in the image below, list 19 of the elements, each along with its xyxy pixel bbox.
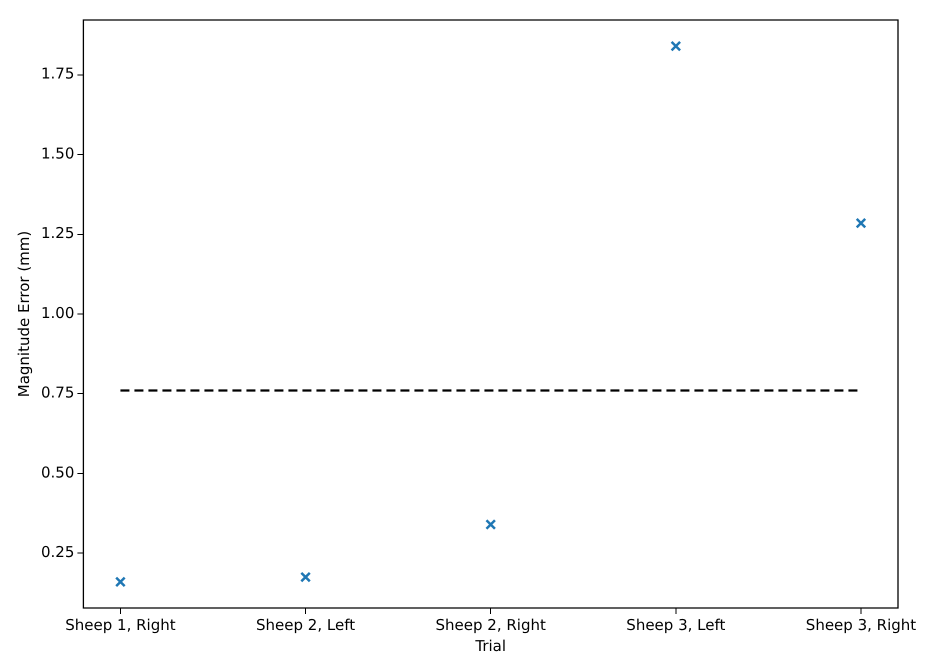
x-tick-label: Sheep 1, Right: [65, 616, 176, 634]
x-tick-label: Sheep 2, Left: [256, 616, 356, 634]
point: [485, 518, 496, 530]
point: [300, 572, 312, 583]
y-tick-label: 1.25: [40, 224, 74, 242]
y-axis-title: Magnitude Error (mm): [14, 230, 33, 398]
x-tick-label: Sheep 3, Left: [626, 616, 726, 634]
y-tick-label: 0.50: [40, 463, 74, 482]
y-tick-label: 0.75: [40, 384, 74, 402]
y-tick-label: 1.50: [40, 144, 74, 162]
y-tick-label: 0.25: [40, 543, 74, 562]
point: [855, 218, 866, 229]
y-tick-label: 1.75: [40, 64, 74, 83]
x-tick-label: Sheep 2, Right: [436, 616, 546, 634]
point: [114, 576, 126, 588]
point: [670, 40, 682, 52]
y-tick-label: 1.00: [40, 304, 74, 322]
x-tick-label: Sheep 3, Right: [806, 616, 916, 634]
x-axis-title: Trial: [474, 636, 506, 655]
